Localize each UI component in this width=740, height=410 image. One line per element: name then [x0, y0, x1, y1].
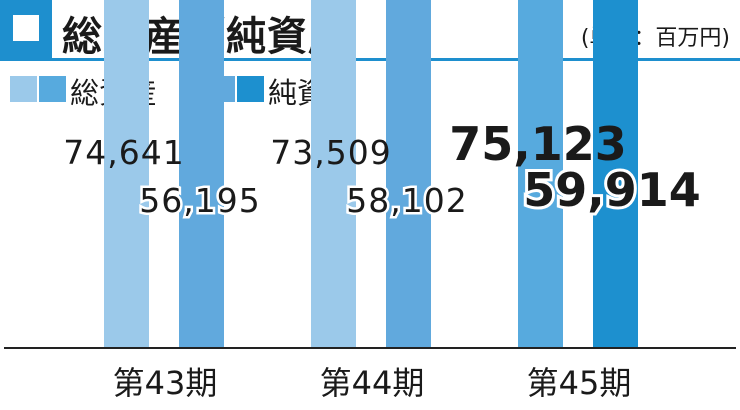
bar-total-assets-3 — [518, 0, 563, 348]
data-label-total-assets-3: 75,123 — [449, 117, 627, 171]
data-label-net-assets-3: 59,914 — [523, 163, 701, 217]
legend-swatch-total-light — [10, 76, 37, 102]
bar-total-assets-1 — [104, 0, 149, 349]
header-divider — [0, 58, 740, 61]
bar-total-assets-2 — [311, 0, 356, 348]
x-tick-label-3: 第45期 — [527, 364, 632, 402]
data-label-net-assets-1: 56,195 — [139, 181, 260, 220]
legend-swatch-total-dark — [39, 76, 66, 102]
x-tick-label-1: 第43期 — [113, 364, 218, 402]
data-label-net-assets-2: 58,102 — [346, 181, 467, 220]
bar-net-assets-1 — [179, 0, 224, 348]
x-tick-label-2: 第44期 — [320, 364, 425, 402]
data-label-total-assets-2: 73,509 — [270, 133, 391, 172]
title-marker-icon — [0, 0, 52, 58]
data-label-total-assets-1: 74,641 — [63, 133, 184, 172]
bar-net-assets-2 — [386, 0, 431, 348]
bar-net-assets-3 — [593, 0, 638, 348]
legend-swatch-net-dark — [237, 76, 264, 102]
